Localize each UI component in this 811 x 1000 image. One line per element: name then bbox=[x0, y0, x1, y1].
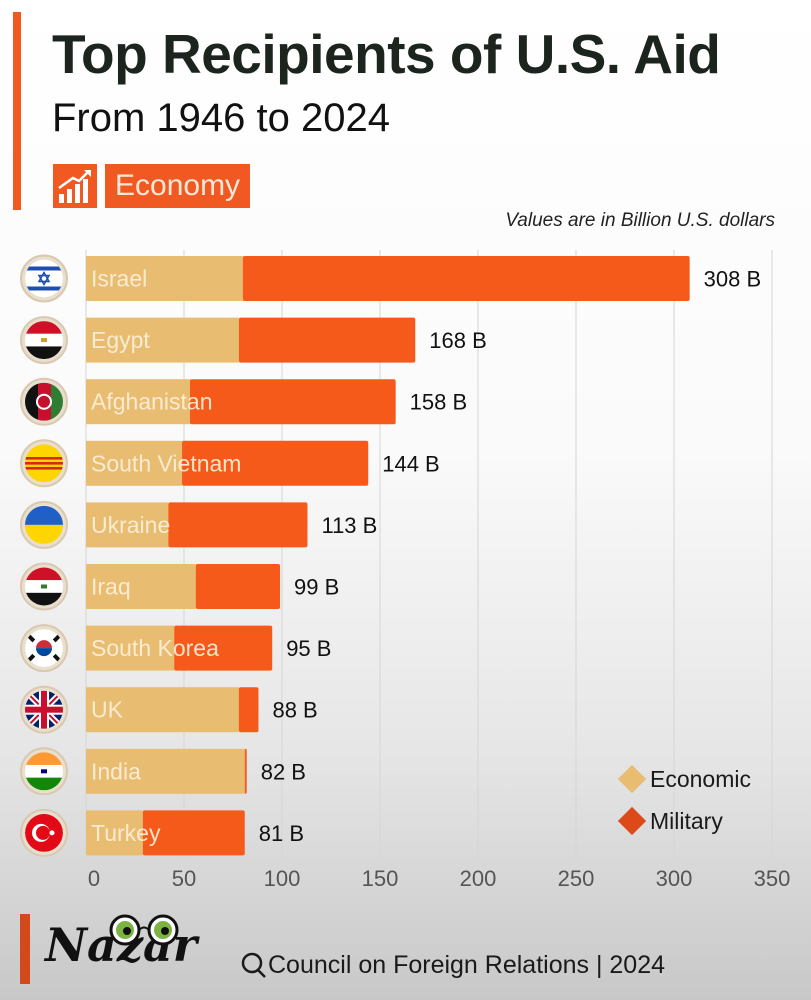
legend-label: Military bbox=[650, 808, 723, 834]
category-label: India bbox=[91, 758, 141, 784]
category-label: Iraq bbox=[91, 574, 131, 600]
bar-military bbox=[238, 317, 416, 363]
legend-label: Economic bbox=[650, 766, 751, 792]
magnifier-icon bbox=[241, 953, 266, 979]
bar-economic bbox=[86, 379, 190, 425]
category-label: Israel bbox=[91, 266, 147, 292]
south-vietnam-flag-icon bbox=[25, 444, 63, 483]
bar-economic bbox=[86, 625, 175, 671]
value-label: 113 B bbox=[321, 513, 377, 538]
category-tag: Economy bbox=[105, 164, 251, 208]
category-label: South Korea bbox=[91, 635, 219, 661]
category-label: UK bbox=[91, 697, 124, 723]
footer-accent-bar bbox=[20, 914, 30, 984]
x-tick-label: 100 bbox=[264, 866, 301, 891]
accent-bar bbox=[13, 12, 21, 210]
x-tick-label: 50 bbox=[172, 866, 196, 891]
south-korea-flag-icon bbox=[25, 629, 63, 668]
source-text: Council on Foreign Relations | 2024 bbox=[268, 950, 666, 979]
value-label: 168 B bbox=[429, 328, 487, 353]
bar-economic bbox=[86, 256, 243, 301]
value-label: 308 B bbox=[704, 267, 762, 292]
bar-military bbox=[244, 748, 247, 794]
turkey-flag-icon bbox=[25, 813, 63, 852]
x-tick-label: 150 bbox=[362, 866, 399, 891]
category-label: Ukraine bbox=[91, 512, 170, 538]
x-tick-label: 350 bbox=[754, 866, 791, 891]
uk-flag-icon bbox=[25, 690, 63, 729]
unit-note: Values are in Billion U.S. dollars bbox=[505, 210, 775, 231]
bar-economic bbox=[86, 317, 239, 363]
bar-economic bbox=[86, 748, 245, 794]
legend-marker bbox=[617, 764, 647, 794]
x-tick-label: 300 bbox=[656, 866, 693, 891]
bar-military bbox=[142, 810, 245, 856]
bar-military bbox=[195, 564, 281, 609]
chart-title: Top Recipients of U.S. Aid bbox=[52, 23, 721, 85]
bar-economic bbox=[86, 440, 183, 486]
ukraine-flag-icon bbox=[25, 505, 63, 544]
category-label: Egypt bbox=[91, 327, 150, 353]
bar-military bbox=[182, 440, 369, 486]
chart-subtitle: From 1946 to 2024 bbox=[52, 96, 390, 140]
source-credit: Council on Foreign Relations | 2024 bbox=[240, 950, 665, 980]
value-label: 81 B bbox=[259, 821, 304, 846]
x-tick-label: 0 bbox=[88, 866, 100, 891]
bar-economic bbox=[86, 810, 143, 856]
value-label: 158 B bbox=[410, 390, 468, 415]
israel-flag-icon bbox=[25, 259, 63, 298]
iraq-flag-icon bbox=[25, 567, 63, 606]
bar-economic bbox=[86, 564, 196, 609]
bar-military bbox=[168, 502, 308, 548]
bar-military bbox=[174, 625, 273, 671]
goggles-eyes-icon bbox=[109, 914, 179, 946]
x-tick-label: 200 bbox=[460, 866, 497, 891]
bar-military bbox=[189, 379, 396, 425]
bar-military bbox=[238, 687, 259, 733]
bar-economic bbox=[86, 502, 169, 548]
egypt-flag-icon bbox=[25, 321, 63, 360]
category-label: South Vietnam bbox=[91, 450, 241, 476]
afghanistan-flag-icon bbox=[25, 382, 63, 421]
x-tick-label: 250 bbox=[558, 866, 595, 891]
value-label: 144 B bbox=[382, 451, 440, 476]
legend-marker bbox=[617, 806, 647, 836]
category-label: Turkey bbox=[91, 820, 161, 846]
category-label: Afghanistan bbox=[91, 389, 212, 415]
bar-military bbox=[242, 256, 690, 301]
bar-chart: 0 50 100 150 200 250 300 350 Israel 308 B Egypt 168… bbox=[20, 250, 791, 891]
value-label: 82 B bbox=[261, 759, 306, 784]
value-label: 99 B bbox=[294, 575, 339, 600]
india-flag-icon bbox=[25, 752, 63, 791]
value-label: 88 B bbox=[272, 698, 317, 723]
rising-bar-chart-icon bbox=[53, 164, 97, 208]
bar-economic bbox=[86, 687, 239, 733]
value-label: 95 B bbox=[286, 636, 331, 661]
